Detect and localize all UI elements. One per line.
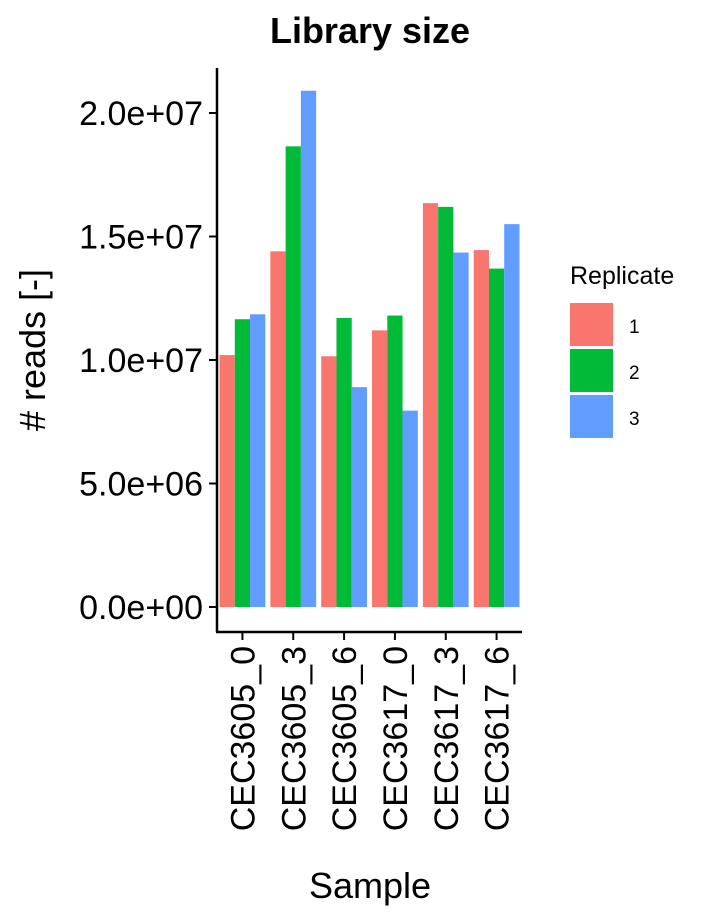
x-tick-label: CEC3605_0 — [224, 646, 262, 831]
bar — [422, 203, 439, 607]
bar — [453, 252, 469, 607]
legend-label: 2 — [629, 363, 640, 384]
x-tick-label: CEC3605_3 — [275, 646, 313, 831]
y-tick-label: 5.0e+06 — [79, 466, 203, 504]
x-tick-label: CEC3617_3 — [428, 646, 466, 831]
bar — [504, 224, 520, 607]
legend-label: 1 — [629, 317, 640, 338]
legend-key — [570, 349, 613, 392]
bar — [438, 206, 454, 608]
x-tick-label: CEC3617_6 — [479, 646, 517, 831]
legend-title: Replicate — [570, 262, 674, 290]
bar — [285, 146, 301, 607]
x-axis: CEC3605_0 CEC3605_3 CEC3605_6 CEC3617_0 CEC3… — [216, 630, 522, 831]
bar — [351, 387, 367, 607]
legend-label: 3 — [629, 409, 640, 430]
bar — [402, 410, 418, 607]
bar — [372, 330, 388, 607]
legend: Replicate 1 2 3 — [570, 262, 674, 438]
bar — [219, 355, 235, 607]
bar — [250, 314, 266, 607]
bar — [321, 356, 337, 607]
y-tick-label: 1.0e+07 — [79, 342, 203, 380]
bar — [300, 90, 317, 607]
y-axis: 0.0e+00 5.0e+06 1.0e+07 1.5e+07 2.0e+07 — [79, 68, 219, 632]
y-tick-label: 0.0e+00 — [79, 589, 203, 627]
bar — [473, 250, 489, 607]
x-tick-label: CEC3605_6 — [326, 646, 364, 831]
bar — [234, 319, 251, 607]
y-tick-label: 2.0e+07 — [79, 95, 203, 133]
bars — [219, 90, 520, 608]
chart-title: Library size — [270, 10, 470, 51]
y-axis-title: # reads [-] — [12, 269, 53, 431]
bar — [488, 268, 505, 607]
bar — [387, 315, 403, 607]
bar — [270, 251, 286, 607]
x-axis-title: Sample — [309, 865, 431, 906]
y-tick-label: 1.5e+07 — [79, 219, 203, 257]
bar — [336, 318, 352, 607]
x-tick-label: CEC3617_0 — [377, 646, 415, 831]
legend-key — [570, 395, 613, 438]
legend-key — [570, 303, 613, 346]
